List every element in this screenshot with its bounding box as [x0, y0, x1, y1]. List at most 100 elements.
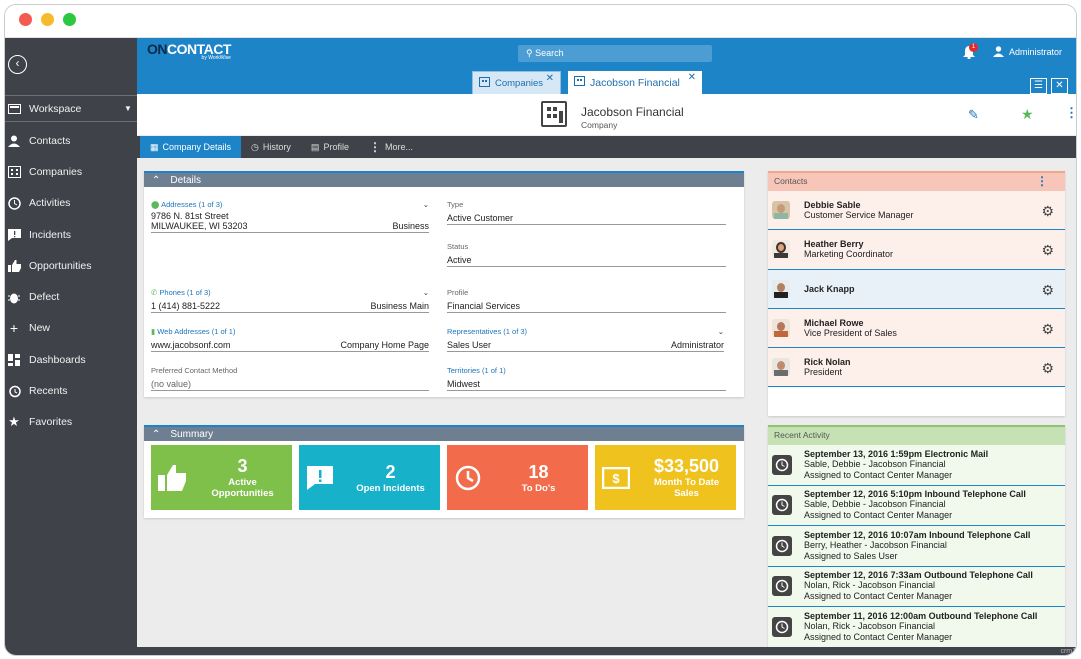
close-tab-icon[interactable]: ✕: [687, 72, 696, 83]
plus-icon: +: [9, 320, 19, 337]
edit-icon[interactable]: ✎: [968, 107, 979, 122]
field-label: Phones (1 of 3): [159, 288, 211, 297]
minimize-window-button[interactable]: [41, 13, 54, 26]
activity-row[interactable]: September 13, 2016 1:59pm Electronic Mai…: [768, 445, 1065, 486]
phone-icon: ✆: [151, 288, 158, 297]
sidebar-item-dashboards[interactable]: Dashboards: [5, 344, 137, 375]
tab-jacobson-financial[interactable]: Jacobson Financial ✕: [568, 71, 702, 94]
bug-icon: [7, 290, 21, 304]
summary-header[interactable]: ⌃ Summary: [144, 425, 744, 441]
app-window: ‹ Workspace ▼ Contacts Companies Activit…: [4, 4, 1077, 656]
preferred-contact-field[interactable]: Preferred Contact Method (no value): [151, 366, 429, 391]
gear-icon[interactable]: ⚙: [1041, 281, 1054, 298]
panel-title: Details: [170, 174, 201, 186]
tab-history[interactable]: ◷ History: [241, 136, 301, 158]
tab-companies[interactable]: Companies ✕: [472, 71, 561, 94]
activity-row[interactable]: September 11, 2016 12:00am Outbound Tele…: [768, 607, 1065, 648]
history-icon: ◷: [251, 141, 259, 152]
activity-title: September 12, 2016 7:33am Outbound Telep…: [804, 570, 1033, 581]
details-header[interactable]: ⌃ Details: [144, 171, 744, 187]
logo-contact: CONTACT: [167, 41, 231, 57]
card-label: Open Incidents: [356, 482, 425, 494]
close-tab-icon[interactable]: ✕: [545, 73, 554, 84]
tab-label: Jacobson Financial: [590, 76, 680, 89]
maximize-window-button[interactable]: [63, 13, 76, 26]
card-label: Sales: [674, 488, 699, 499]
favorite-star-icon[interactable]: ★: [1021, 106, 1034, 122]
user-icon: [993, 46, 1004, 57]
contact-row[interactable]: Heather Berry Marketing Coordinator ⚙: [768, 230, 1065, 270]
sidebar-item-companies[interactable]: Companies: [5, 156, 137, 187]
sidebar-item-workspace[interactable]: Workspace ▼: [5, 95, 137, 122]
clock-icon: [772, 616, 792, 637]
sidebar-item-recents[interactable]: Recents: [5, 375, 137, 406]
more-options-icon[interactable]: ⋮: [1065, 105, 1077, 120]
opportunities-card[interactable]: 3 Active Opportunities: [151, 445, 292, 510]
sidebar-item-defect[interactable]: Defect: [5, 281, 137, 312]
activity-title: September 12, 2016 10:07am Inbound Telep…: [804, 529, 1031, 540]
profile-field[interactable]: Profile Financial Services: [447, 288, 726, 313]
activity-row[interactable]: September 12, 2016 5:10pm Inbound Teleph…: [768, 485, 1065, 526]
address-type: Business: [392, 221, 429, 231]
app-logo: ONCONTACT by WorkWise: [147, 41, 231, 61]
phones-field[interactable]: ✆ Phones (1 of 3) ⌄ 1 (414) 881-5222 Busin…: [151, 288, 429, 313]
record-header: Jacobson Financial Company ✎ ★ ⋮: [137, 94, 1077, 135]
contact-row[interactable]: Rick Nolan President ⚙: [768, 348, 1065, 388]
user-menu[interactable]: Administrator: [993, 46, 1062, 57]
addresses-field[interactable]: ⬤ Addresses (1 of 3) ⌄ 9786 N. 81st Stree…: [151, 200, 429, 233]
activity-assignee: Assigned to Contact Center Manager: [804, 469, 953, 480]
details-panel: ⌃ Details ⬤ Addresses (1 of 3) ⌄ 9786 N. 8…: [144, 171, 744, 397]
list-view-icon[interactable]: ☰: [1030, 78, 1047, 94]
sidebar-item-favorites[interactable]: ★ Favorites: [5, 407, 137, 438]
clock-icon: [7, 196, 21, 210]
gear-icon[interactable]: ⚙: [1041, 320, 1054, 337]
tab-profile[interactable]: ▤ Profile: [301, 136, 359, 158]
contact-row[interactable]: Jack Knapp ⚙: [768, 269, 1065, 309]
gear-icon[interactable]: ⚙: [1041, 242, 1054, 259]
tab-company-details[interactable]: ▦ Company Details: [140, 136, 242, 158]
summary-panel: ⌃ Summary 3 Active Opportunities 2 Open Inci…: [144, 425, 744, 518]
sidebar-item-incidents[interactable]: Incidents: [5, 219, 137, 250]
close-window-button[interactable]: [19, 13, 32, 26]
gear-icon[interactable]: ⚙: [1041, 203, 1054, 219]
activity-title: September 12, 2016 5:10pm Inbound Teleph…: [804, 489, 1026, 500]
contact-row[interactable]: Michael Rowe Vice President of Sales ⚙: [768, 308, 1065, 349]
contacts-header: Contacts ⋮: [768, 171, 1065, 191]
rep-value: Sales User: [447, 340, 492, 350]
field-label: Preferred Contact Method: [151, 366, 238, 375]
todos-card[interactable]: 18 To Do's: [447, 445, 588, 510]
web-addresses-field[interactable]: ▮ Web Addresses (1 of 1) www.jacobsonf.c…: [151, 327, 429, 352]
sidebar: ‹ Workspace ▼ Contacts Companies Activit…: [5, 38, 137, 655]
sidebar-item-contacts[interactable]: Contacts: [5, 125, 137, 156]
sidebar-item-label: Dashboards: [29, 353, 86, 366]
tab-more[interactable]: ⋮ More...: [359, 136, 423, 158]
sidebar-item-label: Recents: [29, 385, 68, 398]
representatives-field[interactable]: Representatives (1 of 3) ⌄ Sales User Admi…: [447, 327, 724, 352]
sidebar-item-opportunities[interactable]: Opportunities: [5, 250, 137, 281]
sidebar-nav: Workspace ▼ Contacts Companies Activitie…: [5, 95, 137, 438]
thumbs-up-icon: [7, 259, 21, 273]
territories-field[interactable]: Territories (1 of 1) Midwest: [447, 366, 726, 391]
sidebar-item-activities[interactable]: Activities: [5, 188, 137, 219]
back-icon[interactable]: ‹: [8, 55, 27, 74]
recent-activity-panel: Recent Activity September 13, 2016 1:59p…: [768, 425, 1065, 655]
activity-row[interactable]: September 12, 2016 10:07am Inbound Telep…: [768, 526, 1065, 567]
close-all-tabs-icon[interactable]: ✕: [1051, 78, 1068, 94]
open-incidents-card[interactable]: 2 Open Incidents: [299, 445, 440, 510]
status-field[interactable]: Status Active: [447, 242, 726, 267]
avatar: [772, 201, 790, 220]
field-label: Status: [447, 242, 469, 251]
sidebar-item-new[interactable]: + New: [5, 313, 137, 344]
more-options-icon[interactable]: ⋮: [1036, 174, 1048, 188]
sales-card[interactable]: $ $33,500 Month To Date Sales: [595, 445, 736, 510]
activity-row[interactable]: September 12, 2016 7:33am Outbound Telep…: [768, 566, 1065, 607]
field-label: Web Addresses (1 of 1): [157, 327, 236, 336]
search-input[interactable]: ⚲ Search: [518, 45, 712, 62]
type-field[interactable]: Type Active Customer: [447, 200, 726, 225]
contact-row[interactable]: Debbie Sable Customer Service Manager ⚙: [768, 191, 1065, 231]
clock-icon: [772, 535, 792, 556]
contact-title: President: [804, 367, 843, 378]
activity-assignee: Assigned to Sales User: [804, 550, 898, 561]
search-placeholder: Search: [535, 48, 564, 58]
gear-icon[interactable]: ⚙: [1041, 360, 1054, 377]
